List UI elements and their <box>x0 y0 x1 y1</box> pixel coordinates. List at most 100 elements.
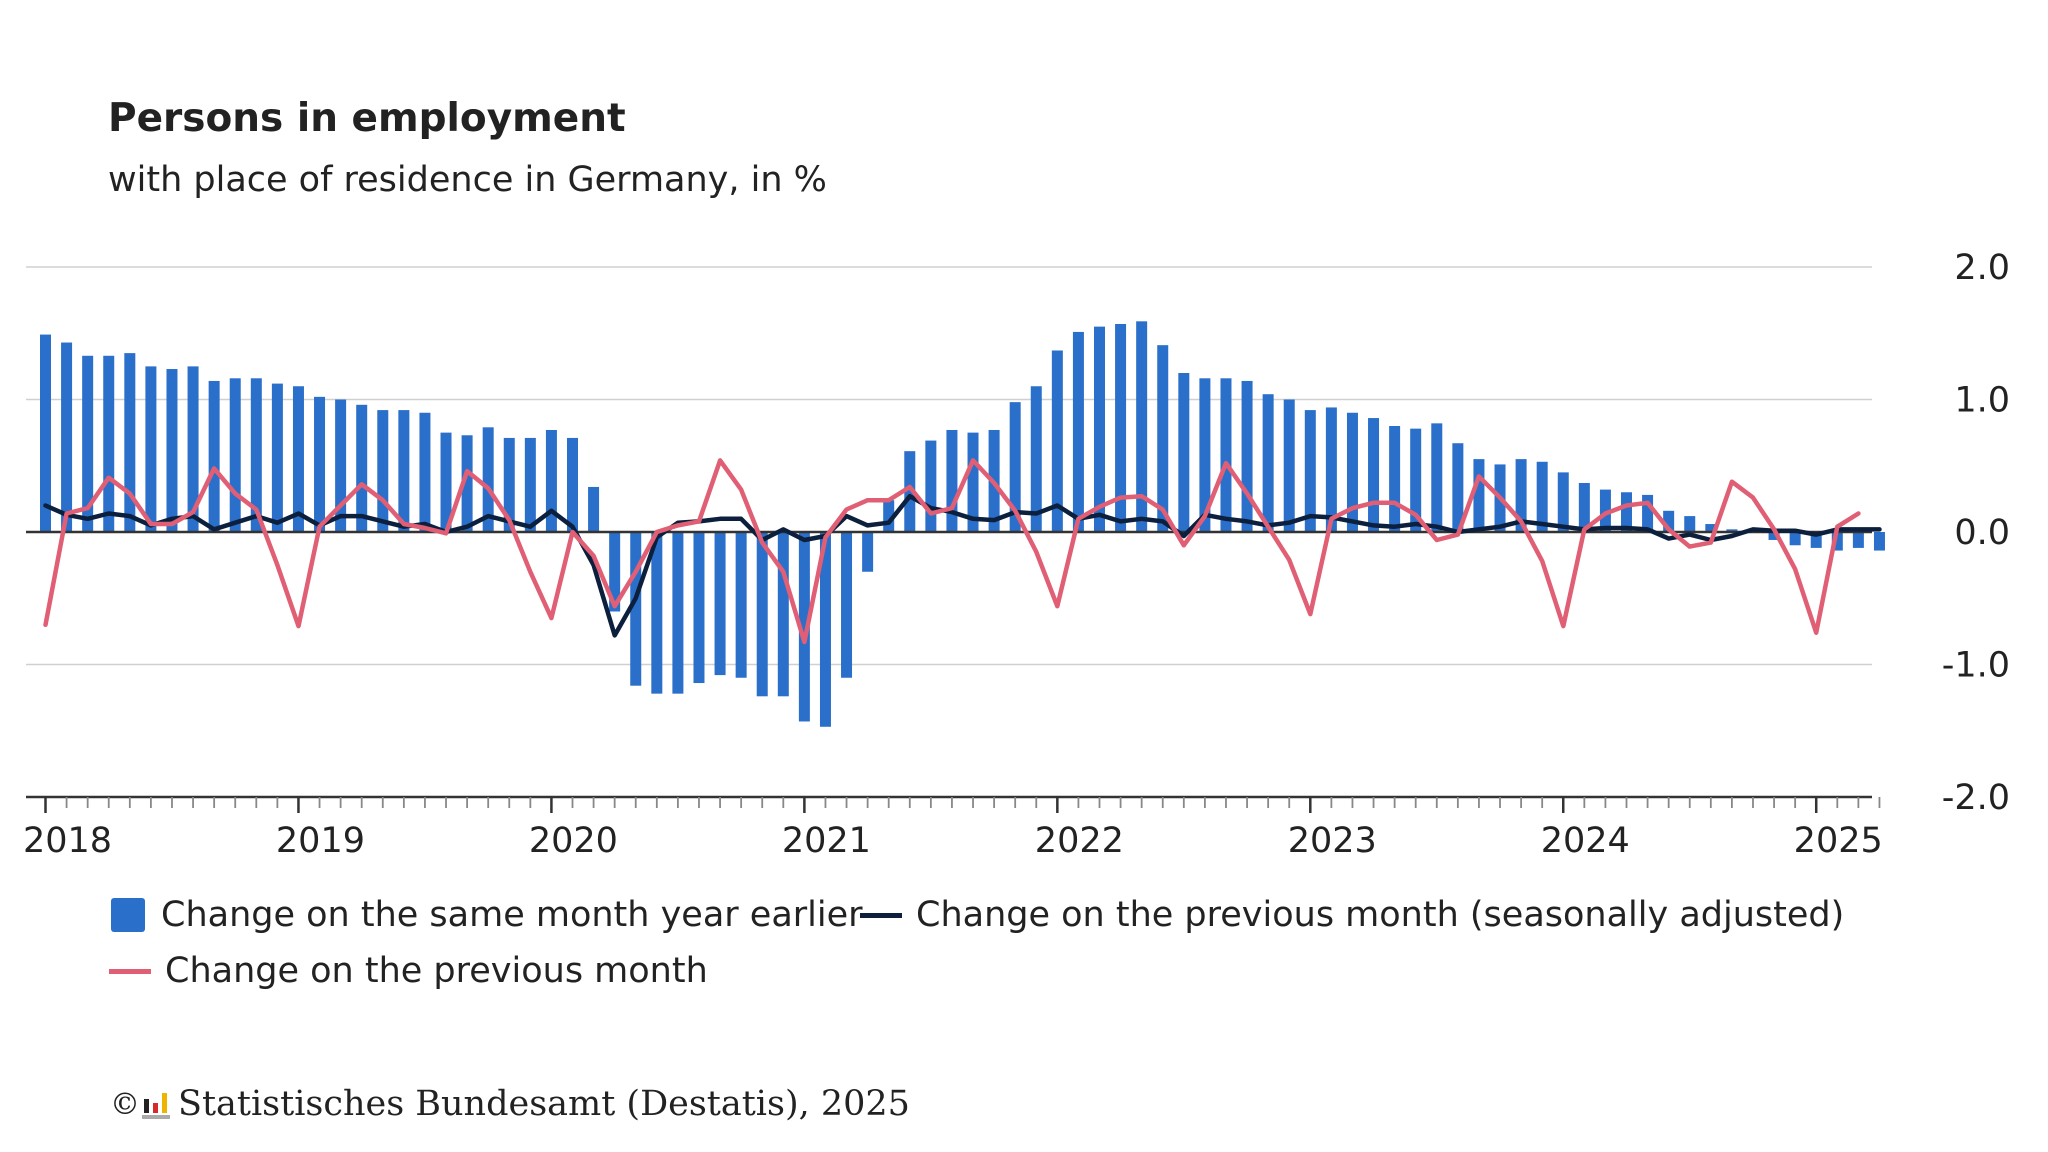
chart-title: Persons in employment <box>108 96 626 141</box>
bar <box>693 532 705 684</box>
bar <box>377 410 389 532</box>
line-series <box>43 458 1882 645</box>
bar <box>946 429 958 532</box>
bar <box>1283 399 1295 532</box>
bar <box>588 486 600 532</box>
copyright-symbol: © <box>110 1086 140 1122</box>
bar <box>1642 494 1654 532</box>
source-footer: © Statistisches Bundesamt (Destatis), 20… <box>110 1084 910 1124</box>
bar <box>335 399 347 532</box>
bar <box>1410 428 1422 532</box>
bar <box>1852 532 1864 548</box>
bar <box>1325 407 1337 532</box>
bar <box>314 396 326 532</box>
bar <box>1726 529 1738 532</box>
bar <box>1115 323 1127 532</box>
legend-swatch-bars <box>111 898 145 932</box>
bar <box>1346 412 1358 532</box>
legend-label-seasonally-adjusted: Change on the previous month (seasonally… <box>916 895 1845 935</box>
bar <box>166 369 178 532</box>
legend-item-seasonally-adjusted: Change on the previous month (seasonally… <box>860 895 1844 935</box>
legend-item-previous-month: Change on the previous month <box>109 951 708 991</box>
bar <box>1768 532 1780 540</box>
line-seasonally-adjusted <box>43 493 1882 638</box>
bar <box>1536 461 1548 532</box>
y-tick-label: 0.0 <box>1954 513 2010 553</box>
x-tick-label: 2019 <box>276 821 365 861</box>
x-tick-label: 2025 <box>1794 821 1883 861</box>
y-tick-label: 2.0 <box>1954 248 2010 288</box>
bar <box>1072 331 1084 532</box>
bar <box>1810 532 1822 548</box>
bar <box>609 532 621 612</box>
bar <box>1599 489 1611 532</box>
bar <box>440 432 452 532</box>
source-text: Statistisches Bundesamt (Destatis), 2025 <box>178 1084 910 1124</box>
bar <box>1873 532 1885 551</box>
bar <box>524 437 536 532</box>
bar <box>1094 326 1105 532</box>
legend-swatch-seasonally-adjusted <box>860 912 902 918</box>
bar <box>271 383 283 532</box>
x-tick-label: 2021 <box>782 821 871 861</box>
bar <box>735 532 747 678</box>
bar <box>1157 345 1169 532</box>
bar-series <box>40 321 1885 727</box>
bar <box>208 380 220 532</box>
bar <box>292 386 304 532</box>
bar <box>1705 524 1717 532</box>
bar <box>1578 482 1590 532</box>
x-axis: 2018 2019 2020 2021 2022 2023 2024 2025 <box>23 795 1883 861</box>
x-tick-label: 2020 <box>529 821 618 861</box>
bar <box>1452 443 1464 532</box>
x-tick-label: 2022 <box>1035 821 1124 861</box>
bar <box>187 366 199 532</box>
y-tick-label: 1.0 <box>1954 381 2010 421</box>
line-previous-month <box>43 458 1861 645</box>
bar <box>883 500 895 532</box>
bar <box>1515 459 1527 532</box>
bar <box>124 353 136 532</box>
bar <box>714 532 726 676</box>
bar <box>229 378 241 532</box>
bar <box>904 451 916 532</box>
bar <box>967 432 979 532</box>
y-tick-label: -1.0 <box>1942 646 2010 686</box>
y-tick-label: -2.0 <box>1942 778 2010 818</box>
x-tick-label: 2023 <box>1288 821 1377 861</box>
bar <box>1220 378 1232 532</box>
bar <box>567 437 578 532</box>
bar <box>40 334 51 532</box>
bar <box>356 404 368 532</box>
bar <box>1030 386 1042 532</box>
chart-subtitle: with place of residence in Germany, in % <box>108 160 827 200</box>
bar <box>1389 426 1401 532</box>
grid-lines <box>26 266 1872 666</box>
bar <box>925 440 937 532</box>
y-axis-labels: 2.0 1.0 0.0 -1.0 -2.0 <box>1942 248 2010 818</box>
bar <box>1557 472 1569 532</box>
destatis-logo-icon <box>142 1089 170 1119</box>
bar <box>651 532 663 694</box>
bar <box>1136 321 1148 532</box>
bar <box>798 532 810 722</box>
bar <box>1262 394 1274 532</box>
bar <box>145 366 157 532</box>
bar <box>250 378 262 532</box>
legend-item-bars: Change on the same month year earlier <box>111 895 863 935</box>
bar <box>819 532 831 727</box>
legend-label-previous-month: Change on the previous month <box>165 951 708 991</box>
bar <box>1304 410 1316 532</box>
bar <box>503 437 515 532</box>
bar <box>1178 373 1190 532</box>
bar <box>630 532 642 686</box>
bar <box>545 429 557 532</box>
bar <box>1199 378 1211 532</box>
legend-label-bars: Change on the same month year earlier <box>161 895 863 935</box>
bar <box>1789 532 1801 546</box>
x-tick-label: 2024 <box>1541 821 1630 861</box>
bar <box>1663 510 1675 532</box>
bar <box>1831 532 1843 551</box>
bar <box>1009 402 1021 532</box>
